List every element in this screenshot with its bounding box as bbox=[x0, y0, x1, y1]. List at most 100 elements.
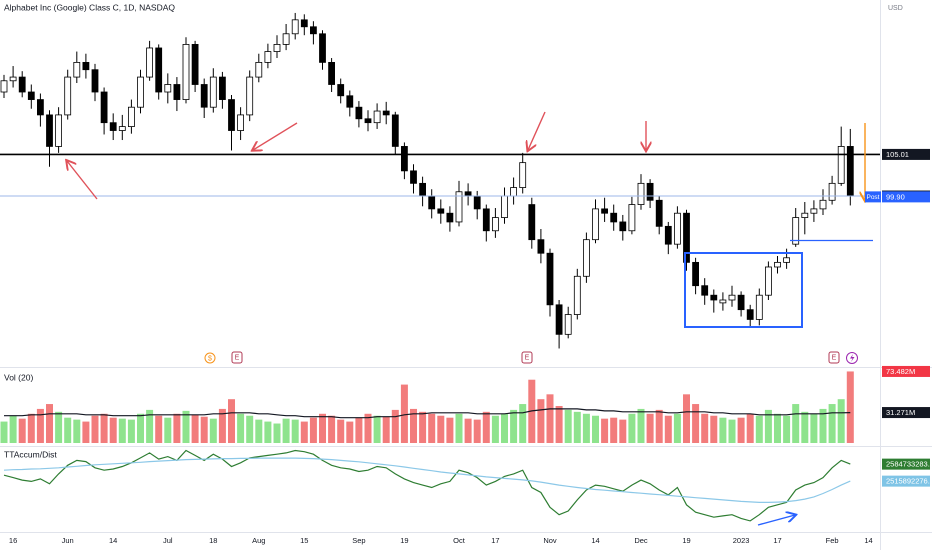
volume-bar bbox=[191, 414, 199, 443]
volume-bar bbox=[273, 423, 281, 443]
candle-body bbox=[373, 110, 381, 124]
volume-bar bbox=[100, 413, 108, 443]
event-label: E bbox=[235, 354, 240, 361]
marks-layer bbox=[0, 12, 880, 522]
candle-body bbox=[519, 162, 527, 188]
volume-bar bbox=[237, 413, 245, 443]
x-tick-label: Aug bbox=[252, 536, 265, 545]
series-line bbox=[4, 408, 851, 419]
volume-bar bbox=[182, 410, 190, 443]
candle-body bbox=[109, 122, 117, 131]
candle-body bbox=[209, 76, 217, 108]
price-tag bbox=[882, 475, 930, 487]
volume-bar bbox=[9, 415, 17, 443]
volume-bar bbox=[801, 411, 809, 443]
volume-bar bbox=[300, 421, 308, 443]
candle-body bbox=[755, 294, 763, 320]
volume-bar bbox=[291, 419, 299, 443]
candle-body bbox=[237, 114, 245, 131]
candle-body bbox=[337, 84, 345, 97]
candle-body bbox=[355, 106, 363, 120]
x-tick-label: 14 bbox=[109, 536, 117, 545]
volume-bar bbox=[319, 413, 326, 443]
volume-bar bbox=[555, 406, 563, 443]
volume-bar bbox=[728, 419, 736, 443]
candle-body bbox=[482, 208, 490, 232]
volume-bar bbox=[264, 421, 272, 443]
volume-bar bbox=[491, 415, 499, 443]
volume-bar bbox=[118, 418, 126, 443]
volume-bar bbox=[91, 415, 99, 443]
volume-bar bbox=[664, 415, 672, 443]
candle-body bbox=[783, 257, 790, 263]
volume-bar bbox=[337, 419, 345, 443]
price-tag-label: 73.482M bbox=[886, 367, 915, 376]
volume-bar bbox=[601, 418, 609, 443]
volume-bar bbox=[564, 409, 572, 443]
candle-body bbox=[546, 252, 554, 306]
price-tag bbox=[882, 365, 930, 377]
candle-body bbox=[819, 199, 827, 210]
candle-body bbox=[710, 294, 718, 301]
volume-bar bbox=[437, 415, 445, 443]
volume-bar bbox=[218, 408, 226, 443]
series-line bbox=[3, 449, 851, 522]
candle-body bbox=[218, 76, 226, 100]
volume-bar bbox=[582, 413, 590, 443]
candle-body bbox=[137, 76, 144, 108]
event-icon[interactable] bbox=[521, 351, 533, 364]
candle-body bbox=[573, 275, 581, 315]
volume-bar bbox=[573, 411, 581, 443]
event-icon[interactable] bbox=[828, 351, 840, 364]
volume-bar bbox=[710, 415, 718, 443]
candle-body bbox=[228, 99, 235, 131]
candle-body bbox=[328, 61, 336, 85]
candle-body bbox=[191, 44, 199, 85]
candle-body bbox=[182, 44, 190, 100]
candle-body bbox=[464, 191, 472, 197]
volume-bar bbox=[373, 415, 381, 443]
event-label: E bbox=[832, 354, 837, 361]
candle-body bbox=[592, 208, 599, 241]
x-tick-label: 19 bbox=[682, 536, 690, 545]
candle-body bbox=[300, 19, 308, 28]
volume-bar bbox=[146, 409, 154, 443]
candle-body bbox=[746, 309, 754, 320]
event-icon[interactable] bbox=[231, 351, 243, 364]
x-tick-label: 17 bbox=[773, 536, 781, 545]
candle-body bbox=[18, 76, 26, 93]
volume-bar bbox=[655, 409, 663, 443]
event-icon[interactable] bbox=[204, 352, 216, 364]
candle-body bbox=[664, 225, 672, 245]
event-label: $ bbox=[208, 355, 212, 362]
candle-body bbox=[628, 204, 636, 232]
arrow bbox=[757, 515, 795, 526]
candle-body bbox=[528, 204, 536, 241]
x-tick-label: Jun bbox=[62, 536, 74, 545]
candle-body bbox=[728, 294, 736, 301]
volume-bar bbox=[637, 408, 645, 443]
candle-body bbox=[246, 76, 254, 116]
volume-bar bbox=[64, 417, 72, 443]
candle-body bbox=[64, 76, 72, 116]
volume-bar bbox=[774, 413, 781, 443]
candle-body bbox=[410, 170, 417, 184]
candle-body bbox=[765, 266, 772, 296]
price-tag bbox=[882, 407, 930, 419]
event-markers: $ E E E bbox=[204, 351, 858, 364]
candle-body bbox=[200, 84, 208, 108]
candle-body bbox=[564, 314, 572, 335]
volume-bar bbox=[719, 417, 727, 443]
price-tag-label: 2515892276.54 bbox=[886, 477, 932, 486]
price-tag-label: 105.01 bbox=[886, 150, 909, 159]
candle-body bbox=[100, 91, 108, 124]
candle-body bbox=[619, 221, 627, 232]
volume-bar bbox=[18, 418, 26, 443]
volume-bar bbox=[364, 413, 372, 443]
candle-body bbox=[273, 44, 281, 52]
candle-body bbox=[537, 239, 545, 254]
candle-body bbox=[655, 199, 663, 227]
price-tag-label: 31.271M bbox=[886, 408, 915, 417]
candle-body bbox=[419, 182, 427, 197]
box-drawing bbox=[684, 252, 803, 328]
